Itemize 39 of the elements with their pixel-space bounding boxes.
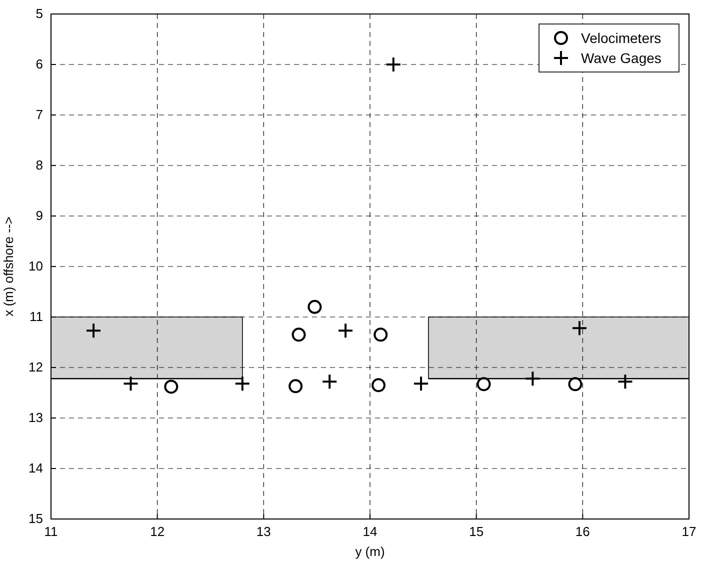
x-tick-label: 12 [150, 524, 165, 540]
y-tick-label: 13 [28, 410, 43, 426]
point [86, 322, 102, 339]
y-tick-label: 5 [36, 6, 43, 22]
x-tick-label: 14 [362, 524, 378, 540]
point [288, 379, 303, 394]
point [385, 56, 402, 72]
legend-label: Velocimeters [581, 30, 662, 46]
y-tick-label: 12 [28, 360, 43, 375]
point [571, 320, 588, 336]
point [374, 328, 388, 342]
x-tick-label: 13 [256, 524, 271, 540]
legend-label: Wave Gages [581, 50, 662, 66]
x-axis-title: y (m) [355, 544, 385, 559]
y-tick-label: 6 [36, 56, 43, 72]
point [617, 374, 634, 390]
x-tick-label: 17 [682, 524, 696, 540]
point [122, 376, 139, 392]
point [413, 376, 430, 392]
point [322, 374, 338, 390]
x-tick-label: 16 [575, 524, 590, 540]
point [164, 380, 178, 394]
point [372, 378, 386, 392]
y-tick-label: 11 [30, 309, 43, 324]
y-axis-title: x (m) offshore --> [1, 216, 16, 316]
point [568, 377, 582, 392]
y-tick-label: 7 [36, 107, 43, 122]
x-tick-label: 15 [469, 524, 484, 540]
y-tick-label: 14 [28, 460, 43, 476]
point [292, 328, 306, 342]
y-tick-label: 9 [36, 208, 43, 224]
point [308, 300, 322, 314]
point [234, 376, 250, 392]
point [476, 377, 491, 392]
y-tick-label: 15 [28, 511, 43, 526]
y-tick-label: 10 [28, 258, 43, 274]
point [338, 322, 354, 339]
y-tick-label: 8 [36, 158, 43, 173]
point [524, 370, 541, 387]
